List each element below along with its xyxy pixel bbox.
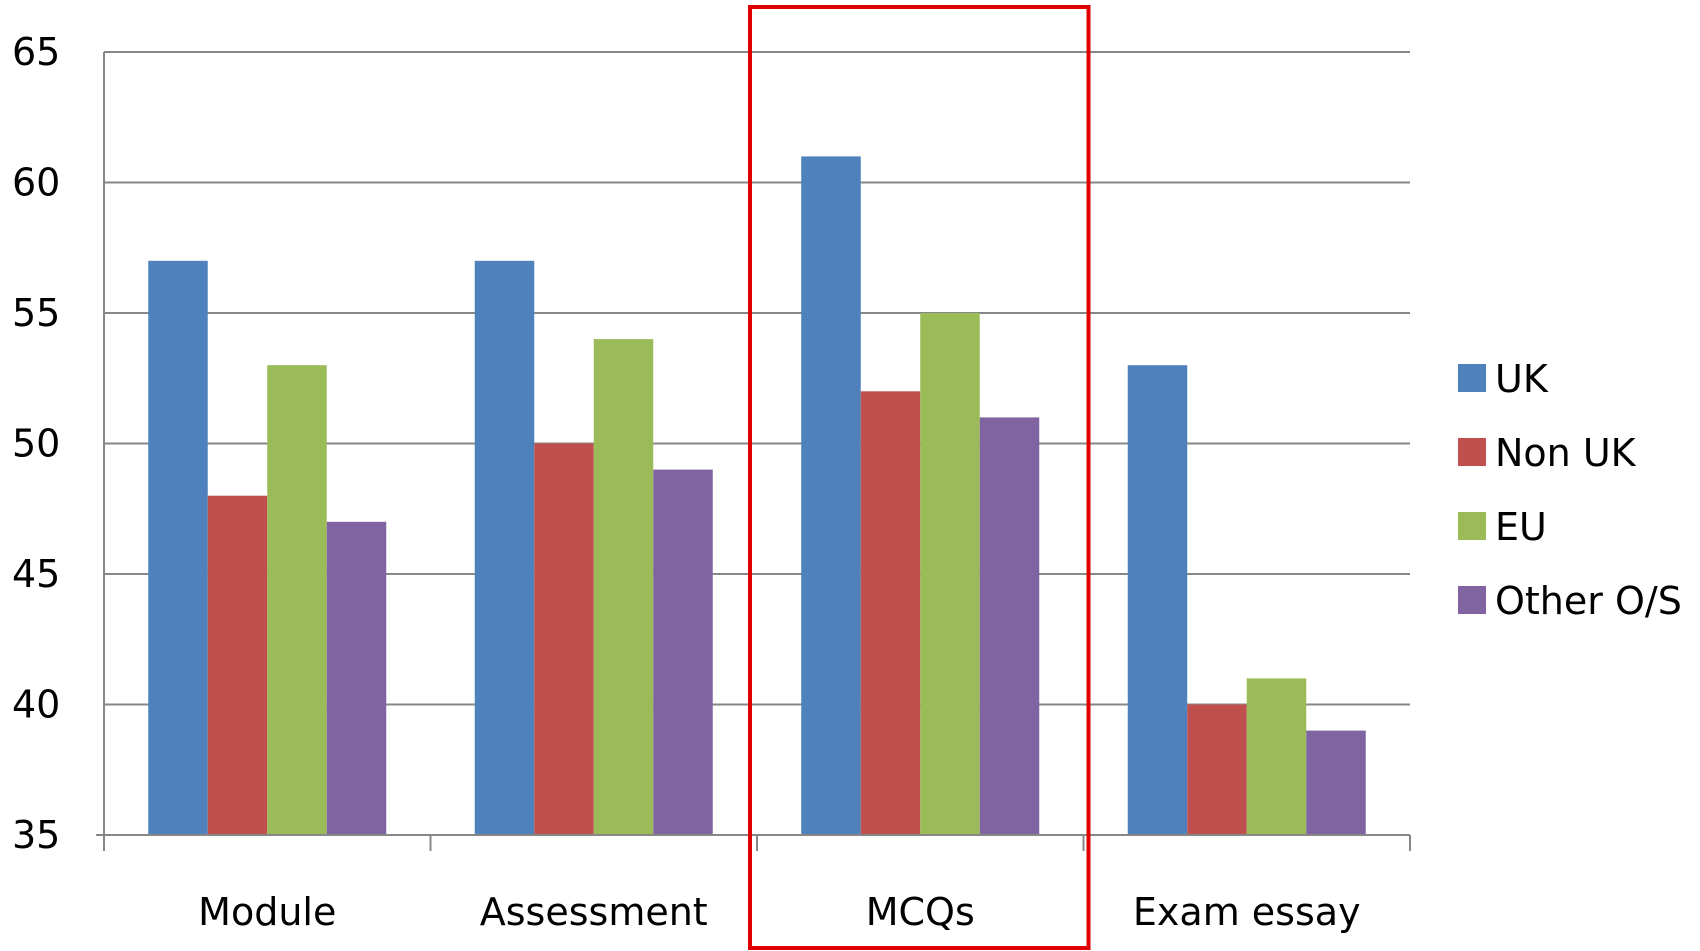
bar-other-o-s-mcqs	[979, 417, 1040, 835]
legend-swatch	[1458, 438, 1486, 466]
y-tick-label: 45	[12, 552, 60, 596]
bar-non-uk-mcqs	[860, 391, 921, 835]
bar-other-o-s-module	[326, 521, 387, 835]
legend-label: Non UK	[1495, 431, 1637, 475]
x-axis-tick-marks	[103, 835, 1411, 851]
x-category-label: Exam essay	[1133, 890, 1361, 934]
x-category-label: Assessment	[480, 890, 708, 934]
legend-swatch	[1458, 512, 1486, 540]
y-tick-label: 35	[12, 813, 60, 857]
legend-label: Other O/S	[1495, 579, 1682, 623]
legend-label: EU	[1495, 505, 1547, 549]
x-axis-category-labels: Module Assessment MCQs Exam essay	[198, 890, 1360, 934]
y-axis-tick-labels: 35 40 45 50 55 60 65	[12, 30, 60, 857]
bar-eu-module	[267, 365, 327, 835]
bar-eu-exam-essay	[1246, 678, 1307, 835]
y-tick-label: 55	[12, 291, 60, 335]
bar-other-o-s-exam-essay	[1306, 730, 1366, 835]
highlight-rectangle	[748, 5, 1091, 950]
bar-eu-mcqs	[920, 313, 980, 835]
legend-swatch	[1458, 364, 1486, 392]
y-tick-label: 65	[12, 30, 60, 74]
bar-non-uk-module	[207, 495, 268, 835]
bar-non-uk-exam-essay	[1187, 704, 1247, 835]
legend: UK Non UK EU Other O/S	[1458, 357, 1682, 623]
axes	[96, 52, 1410, 836]
legend-swatch	[1458, 586, 1486, 614]
bar-other-o-s-assessment	[653, 469, 713, 835]
y-tick-label: 40	[12, 683, 60, 727]
bar-uk-exam-essay	[1127, 365, 1188, 835]
bar-uk-mcqs	[801, 156, 861, 835]
x-category-label: MCQs	[866, 890, 975, 934]
highlight-box	[748, 5, 1091, 950]
bar-uk-module	[148, 260, 208, 835]
bar-non-uk-assessment	[534, 443, 594, 835]
y-tick-label: 60	[12, 161, 60, 205]
bar-eu-assessment	[593, 339, 654, 835]
y-tick-label: 50	[12, 422, 60, 466]
bar-uk-assessment	[474, 260, 535, 835]
legend-label: UK	[1495, 357, 1549, 401]
x-category-label: Module	[198, 890, 336, 934]
bars	[148, 156, 1366, 835]
